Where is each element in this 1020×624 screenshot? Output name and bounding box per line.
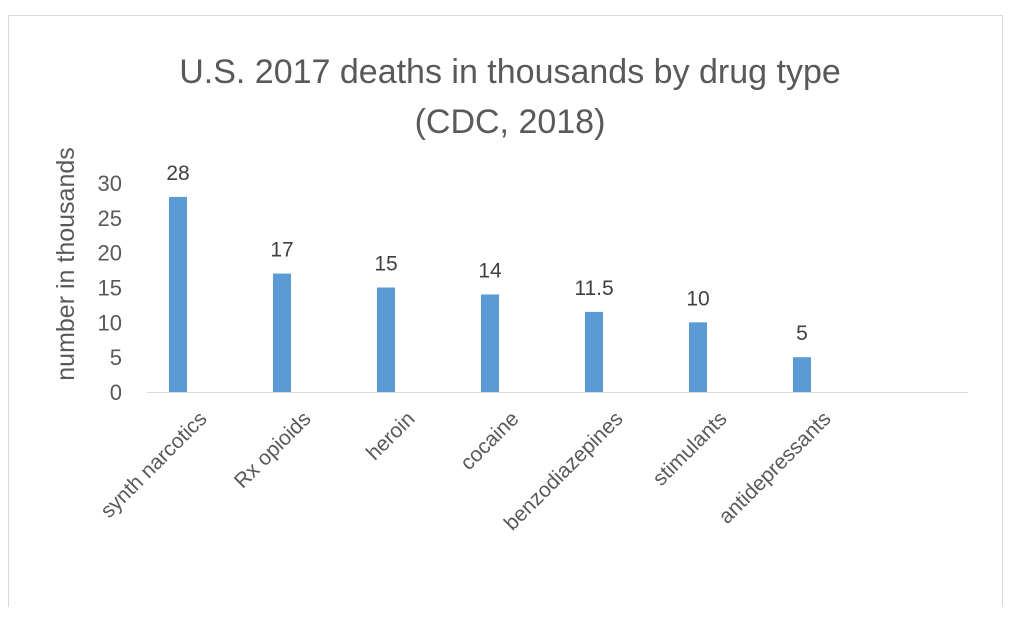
- x-tick-label: antidepressants: [714, 407, 835, 528]
- y-tick-label: 30: [98, 171, 122, 196]
- data-label: 28: [166, 162, 189, 185]
- x-tick-label: synth narcotics: [96, 407, 211, 522]
- y-axis-title: number in thousands: [52, 147, 80, 380]
- bar: [377, 287, 395, 392]
- bar: [169, 196, 187, 392]
- data-label: 17: [270, 239, 293, 262]
- x-tick-label: Rx opioids: [230, 407, 316, 493]
- y-tick-label: 10: [98, 310, 122, 335]
- bar: [793, 357, 811, 392]
- y-tick-label: 15: [98, 276, 122, 301]
- chart-title: U.S. 2017 deaths in thousands by drug ty…: [179, 53, 841, 141]
- data-label: 15: [374, 253, 397, 276]
- y-tick-label: 25: [98, 206, 122, 231]
- data-label: 14: [478, 259, 502, 282]
- x-tick-label: heroin: [362, 407, 420, 465]
- y-tick-label: 0: [110, 380, 122, 405]
- bar: [585, 311, 603, 392]
- x-tick-label: stimulants: [648, 407, 731, 490]
- data-label: 11.5: [574, 277, 613, 300]
- bar: [689, 322, 707, 392]
- y-tick-label: 20: [98, 241, 122, 266]
- bar: [481, 294, 499, 392]
- y-tick-label: 5: [110, 345, 122, 370]
- data-label: 10: [686, 287, 709, 310]
- bar: [273, 273, 291, 392]
- x-tick-label: cocaine: [456, 407, 523, 474]
- data-label: 5: [796, 322, 808, 345]
